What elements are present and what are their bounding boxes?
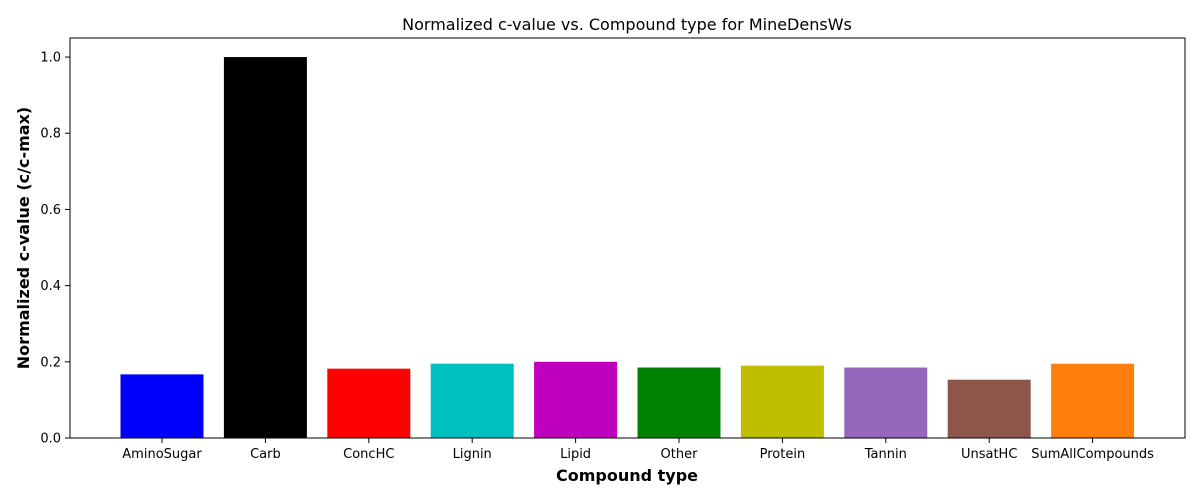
x-tick-label: Other: [661, 447, 699, 462]
plot-area: 0.0 0.2 0.4 0.6 0.8 1.0 AminoSugar Carb ConcHC Li…: [40, 37, 1186, 462]
bar-lipid: [534, 361, 618, 438]
x-tick-label: Lipid: [560, 447, 591, 462]
y-axis-label: Normalized c-value (c/c-max): [14, 107, 33, 369]
x-tick-label: UnsatHC: [961, 447, 1017, 462]
bar-conchc: [327, 368, 411, 438]
y-tick-label: 0.4: [40, 279, 61, 294]
x-tick-label: ConcHC: [343, 447, 394, 462]
x-tick-label: SumAllCompounds: [1031, 447, 1154, 462]
x-tick-label: Tannin: [864, 447, 907, 462]
y-tick-label: 0.8: [40, 127, 61, 142]
y-tick-label: 0.6: [40, 203, 61, 218]
bar-unsathc: [947, 379, 1031, 438]
x-tick-label: Lignin: [453, 447, 492, 462]
y-tick-label: 0.2: [40, 355, 61, 370]
chart-title: Normalized c-value vs. Compound type for…: [402, 15, 852, 34]
plot-frame: [69, 37, 1186, 439]
y-tick-label: 1.0: [40, 51, 61, 66]
bar-aminosugar: [120, 374, 204, 438]
bar-sumallcompounds: [1051, 363, 1135, 438]
bar-other: [637, 367, 721, 438]
bar-protein: [740, 365, 824, 438]
x-tick-label: Carb: [250, 447, 281, 462]
x-tick-label: AminoSugar: [122, 447, 202, 462]
y-tick-label: 0.0: [40, 432, 61, 447]
bar-lignin: [430, 363, 514, 438]
bar-tannin: [844, 367, 928, 438]
bar-carb: [223, 57, 307, 439]
x-tick-label: Protein: [760, 447, 806, 462]
x-axis-label: Compound type: [556, 466, 698, 485]
